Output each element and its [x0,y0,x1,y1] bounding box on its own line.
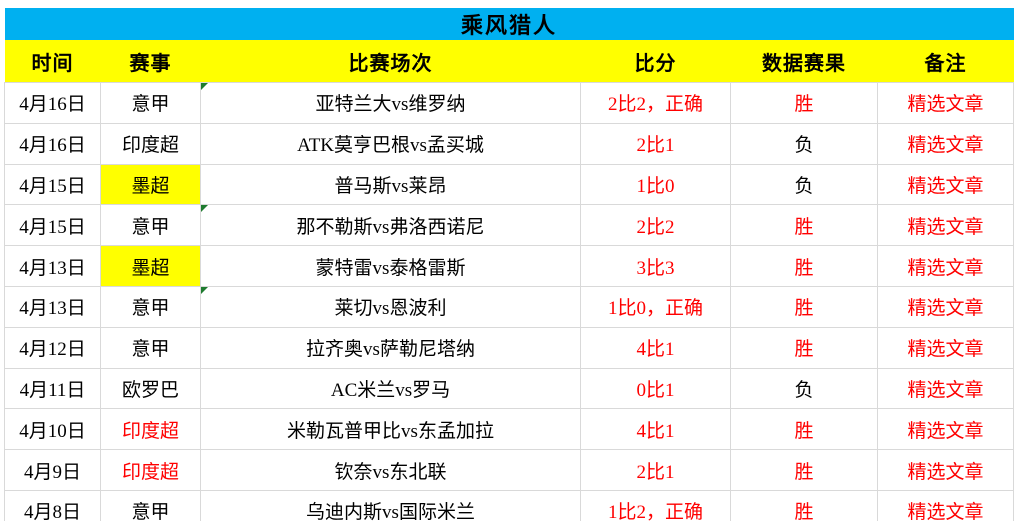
league-cell[interactable]: 墨超 [100,245,201,287]
date-cell[interactable]: 4月12日 [4,326,101,369]
date-cell[interactable]: 4月15日 [4,204,101,247]
note-cell[interactable]: 精选文章 [876,204,1015,247]
note-cell[interactable]: 精选文章 [876,245,1015,287]
note-cell[interactable]: 精选文章 [876,285,1015,328]
score-cell[interactable]: 2比2 [580,204,731,247]
date-cell[interactable]: 4月9日 [4,449,101,491]
date-cell[interactable]: 4月13日 [4,285,101,328]
table-row: 4月16日 印度超 ATK莫亨巴根vs孟买城 2比1 负 精选文章 [4,122,1015,165]
table-row: 4月13日 墨超 蒙特雷vs泰格雷斯 3比3 胜 精选文章 [4,245,1015,287]
date-cell[interactable]: 4月13日 [4,245,101,287]
match-cell[interactable]: 普马斯vs莱昂 [200,163,581,206]
league-cell[interactable]: 印度超 [100,449,201,491]
column-header-league[interactable]: 赛事 [100,40,201,83]
table-row: 4月8日 意甲 乌迪内斯vs国际米兰 1比2，正确 胜 精选文章 [4,489,1015,521]
match-cell[interactable]: 米勒瓦普甲比vs东孟加拉 [200,408,581,451]
score-cell[interactable]: 4比1 [580,326,731,369]
note-cell[interactable]: 精选文章 [876,82,1015,124]
result-cell[interactable]: 胜 [730,204,878,247]
column-header-match[interactable]: 比赛场次 [200,40,581,83]
result-cell[interactable]: 胜 [730,82,878,124]
match-cell[interactable]: AC米兰vs罗马 [200,367,581,410]
date-cell[interactable]: 4月16日 [4,122,101,165]
score-cell[interactable]: 2比2，正确 [580,82,731,124]
error-triangle-icon [201,205,208,213]
score-cell[interactable]: 1比2，正确 [580,489,731,521]
results-table: 乘风猎人 时间 赛事 比赛场次 比分 数据赛果 备注 4月16日 意甲 亚特兰大… [4,8,1015,521]
match-cell[interactable]: 那不勒斯vs弗洛西诺尼 [200,204,581,247]
title-row: 乘风猎人 [4,8,1014,40]
column-header-result[interactable]: 数据赛果 [730,40,878,83]
header-row: 时间 赛事 比赛场次 比分 数据赛果 备注 [4,40,1014,83]
result-cell[interactable]: 胜 [730,326,878,369]
league-cell[interactable]: 意甲 [100,326,201,369]
result-cell[interactable]: 胜 [730,408,878,451]
result-cell[interactable]: 负 [730,122,878,165]
column-header-note[interactable]: 备注 [877,40,1014,83]
league-cell[interactable]: 意甲 [100,285,201,328]
table-row: 4月16日 意甲 亚特兰大vs维罗纳 2比2，正确 胜 精选文章 [4,82,1015,124]
date-cell[interactable]: 4月15日 [4,163,101,206]
note-cell[interactable]: 精选文章 [876,163,1015,206]
table-row: 4月15日 意甲 那不勒斯vs弗洛西诺尼 2比2 胜 精选文章 [4,204,1015,247]
date-cell[interactable]: 4月11日 [4,367,101,410]
match-cell[interactable]: 拉齐奥vs萨勒尼塔纳 [200,326,581,369]
league-cell[interactable]: 欧罗巴 [100,367,201,410]
score-cell[interactable]: 4比1 [580,408,731,451]
table-row: 4月11日 欧罗巴 AC米兰vs罗马 0比1 负 精选文章 [4,367,1015,410]
date-cell[interactable]: 4月10日 [4,408,101,451]
date-cell[interactable]: 4月16日 [4,82,101,124]
score-cell[interactable]: 2比1 [580,122,731,165]
league-cell[interactable]: 印度超 [100,122,201,165]
table-row: 4月13日 意甲 莱切vs恩波利 1比0，正确 胜 精选文章 [4,285,1015,328]
note-cell[interactable]: 精选文章 [876,408,1015,451]
league-cell[interactable]: 意甲 [100,82,201,124]
result-cell[interactable]: 负 [730,163,878,206]
league-cell[interactable]: 意甲 [100,204,201,247]
match-cell[interactable]: 亚特兰大vs维罗纳 [200,82,581,124]
error-triangle-icon [201,83,208,90]
table-row: 4月15日 墨超 普马斯vs莱昂 1比0 负 精选文章 [4,163,1015,206]
table-row: 4月10日 印度超 米勒瓦普甲比vs东孟加拉 4比1 胜 精选文章 [4,408,1015,451]
match-cell[interactable]: 莱切vs恩波利 [200,285,581,328]
column-header-score[interactable]: 比分 [580,40,731,83]
match-cell[interactable]: ATK莫亨巴根vs孟买城 [200,122,581,165]
note-cell[interactable]: 精选文章 [876,367,1015,410]
note-cell[interactable]: 精选文章 [876,122,1015,165]
score-cell[interactable]: 0比1 [580,367,731,410]
match-cell[interactable]: 乌迪内斯vs国际米兰 [200,489,581,521]
match-cell[interactable]: 蒙特雷vs泰格雷斯 [200,245,581,287]
result-cell[interactable]: 负 [730,367,878,410]
league-cell[interactable]: 印度超 [100,408,201,451]
league-cell[interactable]: 墨超 [100,163,201,206]
result-cell[interactable]: 胜 [730,285,878,328]
match-cell[interactable]: 钦奈vs东北联 [200,449,581,491]
score-cell[interactable]: 2比1 [580,449,731,491]
result-cell[interactable]: 胜 [730,449,878,491]
score-cell[interactable]: 3比3 [580,245,731,287]
table-row: 4月12日 意甲 拉齐奥vs萨勒尼塔纳 4比1 胜 精选文章 [4,326,1015,369]
note-cell[interactable]: 精选文章 [876,489,1015,521]
page-title[interactable]: 乘风猎人 [4,8,1014,40]
column-header-time[interactable]: 时间 [4,40,101,83]
error-triangle-icon [201,287,208,294]
score-cell[interactable]: 1比0 [580,163,731,206]
result-cell[interactable]: 胜 [730,245,878,287]
result-cell[interactable]: 胜 [730,489,878,521]
league-cell[interactable]: 意甲 [100,489,201,521]
note-cell[interactable]: 精选文章 [876,449,1015,491]
table-row: 4月9日 印度超 钦奈vs东北联 2比1 胜 精选文章 [4,449,1015,491]
score-cell[interactable]: 1比0，正确 [580,285,731,328]
date-cell[interactable]: 4月8日 [4,489,101,521]
note-cell[interactable]: 精选文章 [876,326,1015,369]
